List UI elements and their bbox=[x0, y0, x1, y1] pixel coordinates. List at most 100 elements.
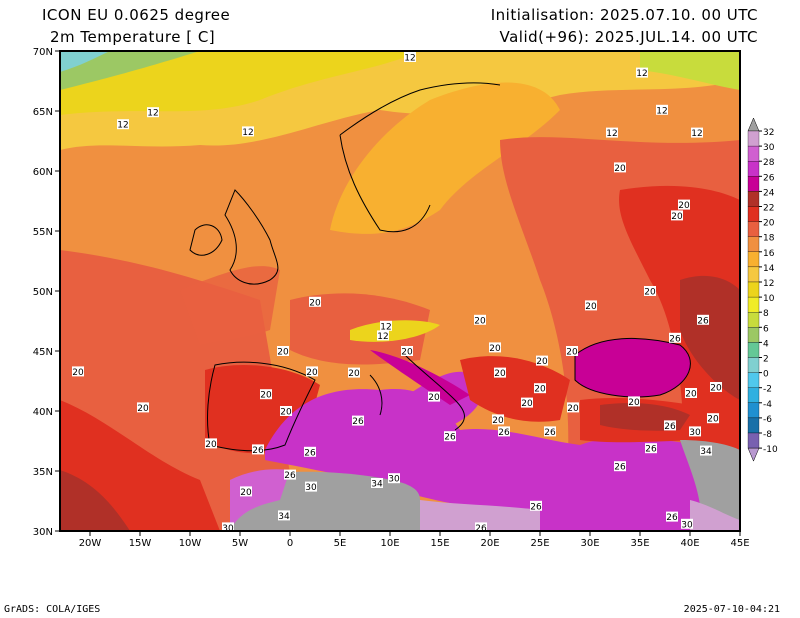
contour-label: 26 bbox=[544, 426, 556, 438]
contour-label-text: 26 bbox=[252, 446, 264, 456]
contour-label-text: 20 bbox=[280, 408, 292, 418]
colorbar-label: 20 bbox=[763, 219, 775, 229]
colorbar-label: 30 bbox=[763, 143, 775, 153]
contour-label-text: 26 bbox=[304, 448, 316, 458]
colorbar-label: 24 bbox=[763, 188, 775, 198]
contour-label-text: 12 bbox=[377, 332, 388, 342]
contour-label: 20 bbox=[137, 402, 149, 414]
contour-label-text: 26 bbox=[284, 471, 296, 481]
contour-label-text: 20 bbox=[260, 391, 272, 401]
colorbar-segment bbox=[747, 327, 760, 343]
lat-tick-label: 45N bbox=[33, 347, 53, 358]
contour-label: 20 bbox=[240, 486, 252, 498]
contour-label-text: 26 bbox=[544, 428, 556, 438]
colorbar-label: -4 bbox=[763, 400, 772, 410]
contour-label: 12 bbox=[656, 104, 668, 116]
colorbar-label: 22 bbox=[763, 204, 774, 214]
contour-label: 30 bbox=[388, 473, 400, 485]
contour-label-text: 34 bbox=[371, 480, 383, 490]
contour-label-text: 20 bbox=[614, 164, 626, 174]
contour-label-text: 20 bbox=[678, 201, 690, 211]
lon-tick-label: 15E bbox=[430, 538, 449, 549]
contour-label: 20 bbox=[685, 388, 697, 400]
valid-time: Valid(+96): 2025.JUL.14. 00 UTC bbox=[499, 28, 758, 46]
colorbar-label: 12 bbox=[763, 279, 774, 289]
contour-label: 20 bbox=[401, 346, 413, 358]
contour-label-text: 12 bbox=[691, 129, 702, 139]
contour-label-text: 12 bbox=[636, 69, 647, 79]
colorbar-segment bbox=[747, 417, 760, 434]
lon-tick-label: 0 bbox=[287, 538, 293, 549]
colorbar-over-triangle bbox=[747, 117, 760, 132]
contour-label-text: 12 bbox=[242, 128, 253, 138]
contour-label-text: 12 bbox=[404, 54, 415, 64]
contour-label: 34 bbox=[700, 445, 712, 457]
lat-tick-label: 35N bbox=[33, 467, 53, 478]
contour-label-text: 20 bbox=[567, 404, 579, 414]
lon-tick-label: 35E bbox=[630, 538, 649, 549]
contour-label: 20 bbox=[628, 396, 640, 408]
contour-label: 26 bbox=[645, 443, 657, 455]
contour-label: 20 bbox=[277, 346, 289, 358]
contour-label-text: 26 bbox=[352, 417, 364, 427]
colorbar-label: 8 bbox=[763, 309, 769, 319]
contour-label-text: 20 bbox=[685, 390, 697, 400]
colorbar-segment bbox=[747, 402, 760, 419]
lat-tick-label: 55N bbox=[33, 227, 53, 238]
colorbar-label: 2 bbox=[763, 355, 769, 365]
contour-label: 20 bbox=[260, 389, 272, 401]
colorbar-label: -8 bbox=[763, 430, 772, 440]
contour-label: 12 bbox=[691, 127, 703, 139]
contour-label: 26 bbox=[664, 420, 676, 432]
colorbar-segment bbox=[747, 372, 760, 388]
contour-label-text: 26 bbox=[475, 524, 487, 534]
contour-label-text: 20 bbox=[671, 212, 683, 222]
contour-label-text: 12 bbox=[656, 106, 667, 116]
lat-tick-label: 65N bbox=[33, 107, 53, 118]
colorbar-segment bbox=[747, 221, 760, 237]
contour-label: 26 bbox=[284, 469, 296, 481]
contour-label: 34 bbox=[371, 478, 383, 490]
colorbar-label: 32 bbox=[763, 128, 774, 138]
colorbar-segment bbox=[747, 281, 760, 298]
lon-tick-label: 10W bbox=[179, 538, 202, 549]
model-title: ICON EU 0.0625 degree bbox=[42, 6, 231, 24]
contour-label-text: 26 bbox=[669, 334, 681, 344]
contour-label: 12 bbox=[117, 119, 129, 131]
contour-label: 30 bbox=[222, 522, 234, 531]
colorbar-segment bbox=[747, 432, 760, 449]
contour-label-text: 26 bbox=[664, 422, 676, 432]
contour-label-text: 30 bbox=[305, 483, 317, 493]
contour-label: 26 bbox=[475, 522, 487, 534]
contour-label: 20 bbox=[585, 300, 597, 312]
contour-label-text: 20 bbox=[401, 348, 413, 358]
contour-label: 20 bbox=[534, 383, 546, 395]
lon-tick-label: 20W bbox=[79, 538, 102, 549]
contour-label: 12 bbox=[242, 126, 254, 138]
contour-label-text: 12 bbox=[117, 121, 128, 131]
contour-label: 20 bbox=[536, 355, 548, 367]
contour-label-text: 20 bbox=[707, 415, 719, 425]
contour-label-text: 20 bbox=[492, 416, 504, 426]
colorbar-label: -10 bbox=[763, 445, 778, 455]
contour-label-text: 34 bbox=[700, 447, 712, 457]
contour-label-text: 26 bbox=[666, 513, 678, 523]
colorbar-under-triangle bbox=[747, 447, 760, 462]
contour-label-text: 12 bbox=[380, 322, 391, 332]
colorbar-label: -6 bbox=[763, 415, 772, 425]
contour-label-text: 20 bbox=[309, 298, 321, 308]
contour-label-text: 20 bbox=[534, 385, 546, 395]
contour-label: 20 bbox=[678, 199, 690, 211]
contour-label: 20 bbox=[567, 402, 579, 414]
lat-tick-label: 70N bbox=[33, 47, 53, 58]
contour-label: 20 bbox=[428, 391, 440, 403]
colorbar-segment bbox=[747, 236, 760, 252]
lat-tick-label: 60N bbox=[33, 167, 53, 178]
contour-label: 20 bbox=[306, 366, 318, 378]
colorbar-label: -2 bbox=[763, 385, 772, 395]
contour-label-text: 20 bbox=[494, 369, 506, 379]
